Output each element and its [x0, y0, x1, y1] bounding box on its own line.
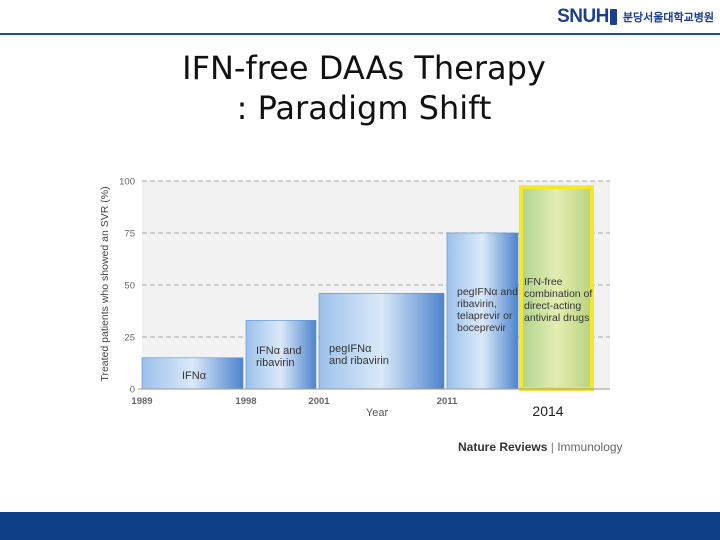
header-divider: [0, 33, 720, 35]
x-tick-label: 1989: [131, 396, 152, 407]
bar-label-line: pegIFNα: [329, 343, 372, 355]
slide-title: IFN-free DAAs Therapy : Paradigm Shift: [0, 48, 720, 128]
year-annotation: 2014: [532, 403, 563, 419]
x-tick-label: 1998: [235, 396, 256, 407]
bar-label-line: telaprevir or: [457, 310, 513, 322]
y-tick-label: 25: [124, 333, 135, 344]
x-tick-label: 2001: [308, 396, 330, 407]
bar-label-line: IFNα and: [256, 345, 302, 357]
bar-label-line: and ribavirin: [329, 355, 389, 367]
bar-label: IFNα and ribavirin: [256, 345, 302, 369]
bar-2001-2011: [318, 293, 445, 390]
x-axis-label: Year: [366, 407, 389, 419]
bar-2011-2014: [446, 232, 519, 390]
bar-label: pegIFNα and ribavirin, telaprevir or bocepr…: [457, 286, 518, 334]
footer-bar: [0, 512, 720, 540]
slide-title-line-2: : Paradigm Shift: [236, 89, 492, 127]
bar-label-line: boceprevir: [457, 322, 507, 334]
bar-1989-1998: [141, 357, 244, 390]
bar-label: pegIFNα and ribavirin: [329, 343, 389, 367]
source-separator: |: [550, 440, 554, 454]
bar-label-line: combination of: [524, 288, 592, 300]
source-publisher: Nature Reviews: [458, 440, 548, 454]
bar-label-line: IFN-free: [524, 276, 563, 288]
logo-mark-icon: [609, 9, 617, 25]
y-tick-label: 0: [130, 385, 135, 396]
figure-source: Nature Reviews | Immunology: [458, 440, 623, 454]
bars: IFNα IFNα and ribavirin pegIFNα and ribaviri…: [141, 185, 594, 391]
bar-label: IFN-free combination of direct-acting antiv…: [524, 276, 592, 324]
bar-label-line: antiviral drugs: [524, 312, 589, 324]
bar-label: IFNα: [182, 370, 207, 382]
bar-label-line: ribavirin: [256, 357, 295, 369]
source-journal: Immunology: [557, 440, 623, 454]
y-tick-label: 50: [124, 281, 135, 292]
svr-chart: IFNα IFNα and ribavirin pegIFNα and ribaviri…: [99, 177, 610, 419]
bar-label-line: pegIFNα and: [457, 286, 518, 298]
bar-label-line: ribavirin,: [457, 298, 497, 310]
bar-label-line: IFNα: [182, 370, 207, 382]
x-tick-label: 2011: [437, 396, 458, 407]
y-tick-label: 100: [119, 177, 135, 188]
bar-label-line: direct-acting: [524, 300, 581, 312]
y-axis-label: Treated patients who showed an SVR (%): [99, 186, 111, 381]
y-tick-label: 75: [124, 229, 135, 240]
axes: 0 25 50 75 100 1989 1998 2001 2011: [119, 177, 610, 407]
hospital-name: 분당서울대학교병원: [622, 11, 714, 24]
bar-1998-2001: [245, 320, 317, 390]
logo-text: SNUH: [557, 6, 609, 27]
slide-title-line-1: IFN-free DAAs Therapy: [182, 49, 546, 87]
hospital-logo: SNUH 분당서울대학교병원: [557, 4, 714, 30]
